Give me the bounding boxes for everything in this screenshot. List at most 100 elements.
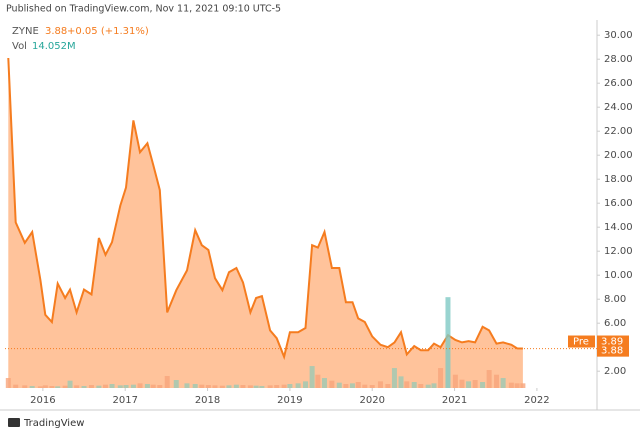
x-tick-label: 2018 (195, 395, 220, 406)
volume-bar (164, 376, 170, 388)
volume-bar (287, 384, 293, 388)
y-tick-label: 26.00 (604, 78, 633, 89)
volume-bar (55, 386, 61, 388)
volume-bar (226, 385, 232, 388)
volume-bar (123, 385, 129, 388)
volume-bar (349, 383, 355, 388)
volume-bar (192, 384, 198, 388)
volume-bar (404, 381, 410, 388)
x-tick-label: 2022 (524, 395, 549, 406)
x-tick-label: 2020 (359, 395, 384, 406)
y-tick-label: 18.00 (604, 174, 633, 185)
volume-bar (466, 381, 472, 388)
volume-bar (398, 376, 404, 388)
volume-bar (22, 385, 28, 388)
volume-bar (102, 384, 108, 388)
pre-price-box (597, 335, 629, 348)
volume-bar (385, 384, 391, 388)
volume-bar (514, 383, 520, 388)
pre-box (568, 335, 595, 348)
pre-price: 3.89 (601, 337, 623, 348)
volume-bar (199, 384, 205, 388)
x-tick-label: 2017 (112, 395, 137, 406)
volume-bar (321, 378, 327, 388)
volume-bar (445, 297, 451, 388)
volume-bar (117, 385, 123, 388)
pre-title: Pre (573, 337, 589, 348)
volume-bar (459, 379, 465, 388)
volume-bar (157, 385, 163, 388)
volume-bar (81, 386, 87, 388)
price-line (7, 57, 523, 361)
logo (8, 418, 20, 427)
volume-bar (88, 385, 94, 388)
volume-bar (219, 385, 225, 388)
volume-bar (184, 383, 190, 388)
y-tick-label: 20.00 (604, 150, 633, 161)
y-tick-label: 14.00 (604, 222, 633, 233)
volume-bar (247, 385, 253, 388)
volume-bar (494, 374, 500, 388)
volume-bar (62, 385, 68, 388)
volume-bar (109, 384, 115, 388)
y-tick-label: 6.00 (604, 318, 626, 329)
y-tick-label: 10.00 (604, 270, 633, 281)
volume-bar (520, 383, 526, 388)
volume-bar (329, 380, 335, 388)
volume-bar (411, 382, 417, 388)
volume-bar (472, 380, 478, 388)
volume-bar (355, 382, 361, 388)
volume-bar (13, 384, 19, 388)
y-tick-label: 28.00 (604, 54, 633, 65)
volume-bar (480, 382, 486, 388)
y-tick-label: 8.00 (604, 294, 626, 305)
y-tick-label: 22.00 (604, 126, 633, 137)
y-tick-label: 30.00 (604, 30, 633, 41)
vol-label: 14.052M (32, 41, 76, 52)
volume-bar (37, 386, 43, 388)
volume-bar (130, 384, 136, 388)
volume-bar (362, 384, 368, 388)
last-price: 3.88 (45, 26, 67, 37)
last-price-box (597, 344, 629, 357)
volume-bar (452, 374, 458, 388)
plot (5, 57, 526, 388)
volume-bar (233, 384, 239, 388)
volume-bar (303, 381, 309, 388)
volume-bar (29, 386, 35, 388)
volume-bar (508, 382, 514, 388)
volume-bar (274, 385, 280, 388)
volume-bar (5, 378, 11, 388)
volume-bar (425, 384, 431, 388)
volume-bar (315, 374, 321, 388)
volume-bar (212, 385, 218, 388)
published: Published on TradingView.com, Nov 11, 20… (6, 4, 281, 15)
volume-bar (295, 383, 301, 388)
last-price-tag: 3.88 (601, 346, 623, 357)
vol-title: Vol (12, 41, 27, 52)
volume-bar (173, 380, 179, 388)
volume-bar (500, 378, 506, 388)
volume-bar (74, 385, 80, 388)
x-tick-label: 2019 (277, 395, 302, 406)
volume-bar (377, 381, 383, 388)
y-tick-label: 16.00 (604, 198, 633, 209)
brand: TradingView (23, 418, 84, 429)
volume-bar (144, 384, 150, 388)
volume-bar (259, 386, 265, 388)
symbol: ZYNE (12, 26, 39, 37)
volume-bar (486, 370, 492, 388)
y-tick-label: 2.00 (604, 366, 626, 377)
volume-bar (309, 366, 315, 388)
volume-bar (150, 384, 156, 388)
volume-bar (431, 383, 437, 388)
volume-bar (267, 385, 273, 388)
volume-bar (391, 368, 397, 388)
y-tick-label: 12.00 (604, 246, 633, 257)
x-tick-label: 2016 (30, 395, 55, 406)
y-tick-label: 24.00 (604, 102, 633, 113)
change: +0.05 (+1.31%) (67, 26, 149, 37)
volume-bar (49, 386, 55, 388)
x-tick-label: 2021 (442, 395, 467, 406)
